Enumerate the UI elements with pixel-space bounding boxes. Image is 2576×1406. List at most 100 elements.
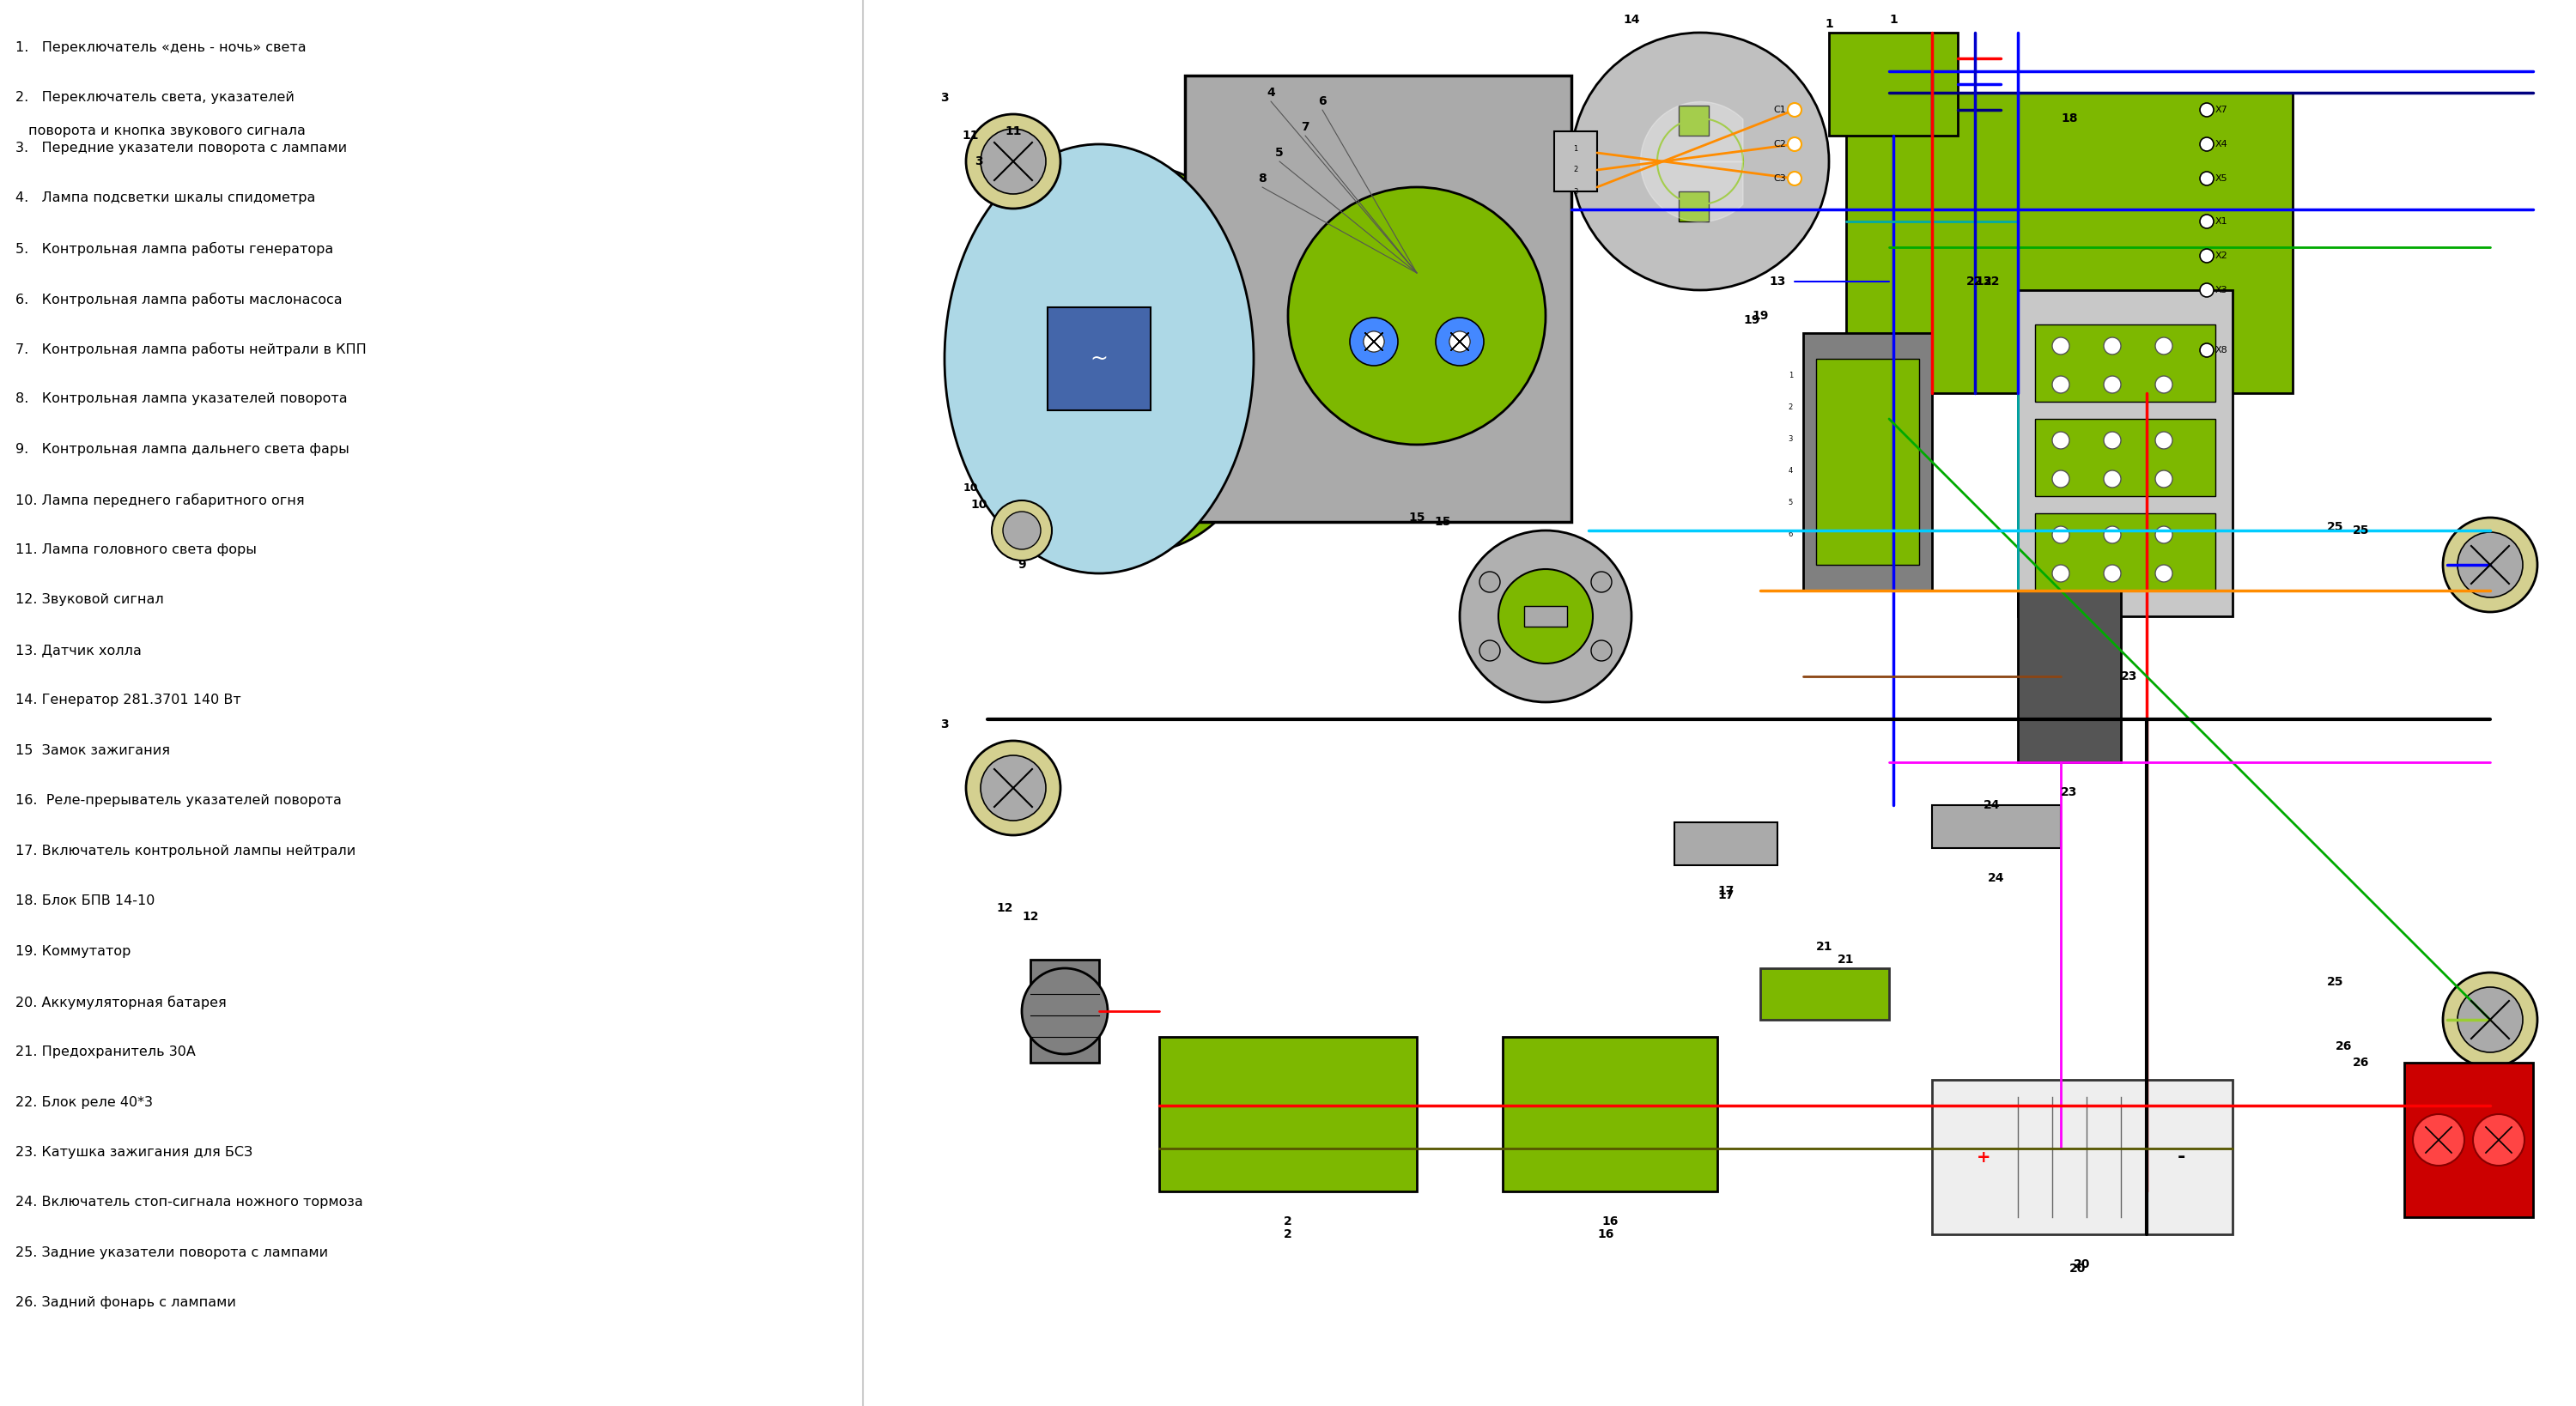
Bar [1680,105,1708,135]
Text: 12: 12 [1023,911,1038,922]
Text: X3: X3 [2215,285,2228,294]
Text: поворота и кнопка звукового сигнала: поворота и кнопка звукового сигнала [28,124,307,136]
Text: 15: 15 [1409,512,1425,523]
Bar [1829,32,1958,135]
Text: 22. Блок реле 40*3: 22. Блок реле 40*3 [15,1095,152,1108]
Circle shape [1350,318,1399,366]
Text: 15: 15 [1435,516,1450,527]
Text: 24: 24 [1984,799,2002,811]
Text: 18. Блок БПВ 14-10: 18. Блок БПВ 14-10 [15,894,155,908]
Text: 25: 25 [2326,976,2344,988]
Text: 4: 4 [1788,467,1793,475]
Text: 12. Звуковой сигнал: 12. Звуковой сигнал [15,593,165,606]
Bar [2035,419,2215,496]
Text: 19. Коммутатор: 19. Коммутатор [15,945,131,957]
Text: 13: 13 [1976,276,1991,288]
Text: 8.   Контрольная лампа указателей поворота: 8. Контрольная лампа указателей поворота [15,392,348,405]
Circle shape [2200,215,2213,228]
Text: X5: X5 [2215,174,2228,183]
Text: 4.   Лампа подсветки шкалы спидометра: 4. Лампа подсветки шкалы спидометра [15,191,314,205]
Text: 26. Задний фонарь с лампами: 26. Задний фонарь с лампами [15,1296,237,1309]
Circle shape [1571,32,1829,290]
Text: 3: 3 [974,156,984,167]
Text: 12: 12 [997,903,1012,914]
Circle shape [1788,103,1801,117]
Circle shape [2156,337,2172,354]
Text: 26: 26 [2352,1057,2370,1069]
Text: 22: 22 [1965,276,1984,288]
Circle shape [2053,337,2069,354]
Bar [2035,325,2215,402]
Circle shape [1499,569,1592,664]
Circle shape [1288,187,1546,444]
Bar [1932,806,2061,848]
Text: 16: 16 [1597,1229,1615,1240]
Bar [1553,131,1597,191]
Bar [1680,191,1708,222]
Circle shape [2053,432,2069,449]
Text: 11: 11 [961,129,979,142]
Text: 2: 2 [1574,166,1579,174]
Text: 5: 5 [1788,499,1793,508]
Text: 21. Предохранитель 30А: 21. Предохранитель 30А [15,1046,196,1059]
Circle shape [1788,138,1801,150]
Circle shape [2156,526,2172,543]
Text: 21: 21 [1816,941,1834,953]
Text: 19: 19 [1744,314,1759,326]
Circle shape [2473,1114,2524,1166]
Circle shape [2053,565,2069,582]
Circle shape [2105,337,2120,354]
Circle shape [2105,432,2120,449]
Circle shape [1023,969,1108,1054]
Text: 7: 7 [1301,121,1309,134]
Circle shape [2200,172,2213,186]
Text: 19: 19 [1752,309,1770,322]
Text: C1: C1 [1772,105,1785,114]
Text: 3: 3 [940,718,948,731]
Bar [1502,1036,1718,1191]
Bar [2017,290,2233,616]
Circle shape [2442,973,2537,1067]
Text: 25: 25 [2326,522,2344,533]
Bar [1803,333,1932,591]
Text: 3: 3 [940,91,948,104]
Circle shape [2200,138,2213,150]
Circle shape [2200,343,2213,357]
Circle shape [2105,526,2120,543]
Text: 25. Задние указатели поворота с лампами: 25. Задние указатели поворота с лампами [15,1246,327,1260]
Bar [1030,960,1100,1063]
Text: 24. Включатель стоп-сигнала ножного тормоза: 24. Включатель стоп-сигнала ножного торм… [15,1197,363,1209]
Bar [1048,308,1151,411]
Text: 2: 2 [1283,1229,1293,1240]
Text: C3: C3 [1772,174,1785,183]
Text: 9: 9 [1018,558,1025,571]
Text: 10. Лампа переднего габаритного огня: 10. Лампа переднего габаритного огня [15,494,304,508]
Circle shape [2053,375,2069,394]
Bar [1759,969,1888,1019]
Circle shape [992,501,1051,561]
Text: 17: 17 [1718,889,1734,901]
Text: 1: 1 [1824,18,1834,30]
Circle shape [1788,172,1801,186]
Circle shape [1461,530,1631,702]
Text: 6: 6 [1788,531,1793,538]
Circle shape [1479,572,1499,592]
Circle shape [2156,471,2172,488]
Circle shape [981,755,1046,821]
Text: X8: X8 [2215,346,2228,354]
Text: 2: 2 [1283,1215,1293,1227]
Circle shape [1450,332,1471,352]
Circle shape [2200,249,2213,263]
Text: 23: 23 [2061,786,2079,799]
Circle shape [1592,572,1613,592]
Text: 18: 18 [2061,112,2079,125]
Text: 3: 3 [1574,187,1579,195]
Text: X7: X7 [2215,105,2228,114]
Text: 4: 4 [1267,87,1275,98]
Text: 3: 3 [1788,436,1793,443]
Bar [1847,93,2293,394]
Circle shape [2156,375,2172,394]
Circle shape [966,741,1061,835]
Circle shape [1450,332,1471,352]
Circle shape [2105,565,2120,582]
